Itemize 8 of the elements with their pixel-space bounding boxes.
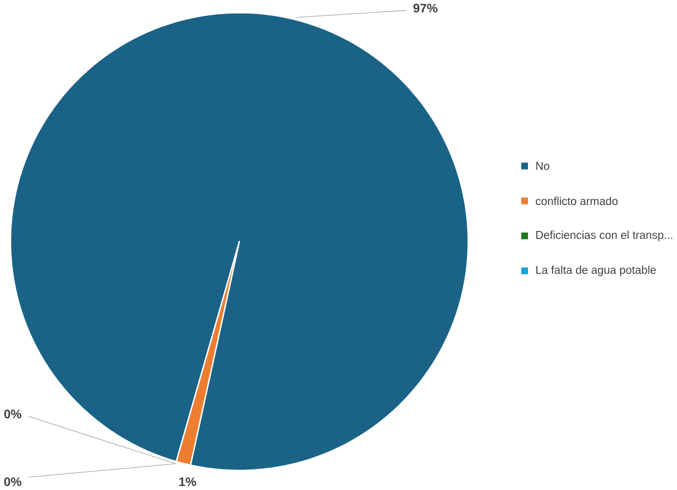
- text: 0%: [4, 410, 22, 419]
- legend-label: La falta de agua potable: [536, 266, 656, 276]
- data-label: 97%: [413, 4, 438, 13]
- legend-label: Deficiencias con el transp...: [536, 230, 672, 242]
- text: 0%: [4, 477, 22, 486]
- legend-label: No: [536, 162, 550, 170]
- data-label: 1%: [179, 477, 196, 486]
- legend-label: conflicto armado: [536, 196, 618, 206]
